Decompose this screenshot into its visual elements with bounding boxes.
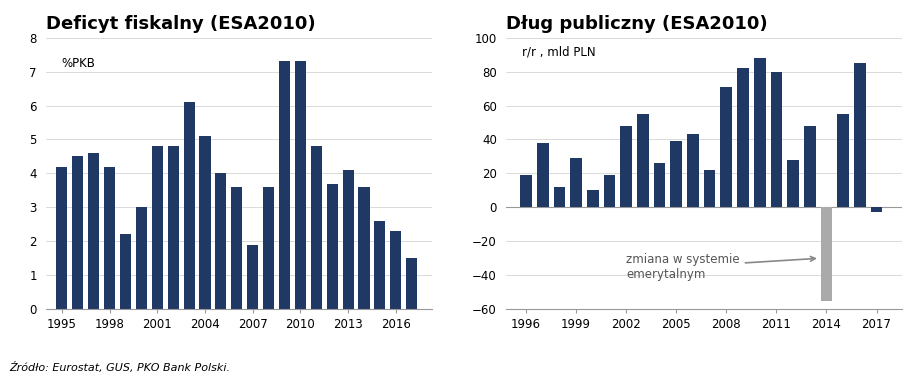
Bar — [215, 173, 226, 309]
Bar — [104, 167, 115, 309]
Bar — [753, 58, 765, 207]
Bar — [342, 170, 353, 309]
Bar — [820, 207, 832, 301]
Bar — [56, 167, 67, 309]
Bar — [73, 156, 84, 309]
Bar — [686, 135, 698, 207]
Bar — [803, 126, 815, 207]
Bar — [119, 234, 130, 309]
Bar — [184, 102, 195, 309]
Bar — [519, 175, 531, 207]
Bar — [231, 187, 242, 309]
Bar — [374, 221, 385, 309]
Bar — [553, 187, 564, 207]
Text: Źródło: Eurostat, GUS, PKO Bank Polski.: Źródło: Eurostat, GUS, PKO Bank Polski. — [9, 362, 230, 373]
Bar — [636, 114, 648, 207]
Bar — [326, 184, 337, 309]
Bar — [263, 187, 274, 309]
Bar — [836, 114, 848, 207]
Bar — [167, 146, 178, 309]
Bar — [405, 258, 417, 309]
Text: r/r , mld PLN: r/r , mld PLN — [521, 46, 595, 59]
Bar — [570, 158, 582, 207]
Bar — [247, 245, 258, 309]
Text: Dług publiczny (ESA2010): Dług publiczny (ESA2010) — [505, 15, 766, 34]
Bar — [390, 231, 401, 309]
Bar — [670, 141, 681, 207]
Bar — [152, 146, 163, 309]
Bar — [770, 72, 781, 207]
Bar — [537, 143, 548, 207]
Bar — [358, 187, 369, 309]
Text: Deficyt fiskalny (ESA2010): Deficyt fiskalny (ESA2010) — [46, 15, 315, 34]
Bar — [736, 68, 748, 207]
Bar — [199, 136, 210, 309]
Bar — [586, 190, 598, 207]
Bar — [869, 207, 881, 213]
Bar — [703, 170, 715, 207]
Bar — [619, 126, 631, 207]
Bar — [136, 207, 147, 309]
Bar — [720, 87, 732, 207]
Bar — [653, 163, 664, 207]
Text: %PKB: %PKB — [62, 57, 96, 70]
Bar — [787, 160, 798, 207]
Bar — [278, 61, 289, 309]
Bar — [88, 153, 99, 309]
Bar — [311, 146, 322, 309]
Bar — [603, 175, 615, 207]
Text: zmiana w systemie
emerytalnym: zmiana w systemie emerytalnym — [626, 253, 814, 281]
Bar — [853, 63, 865, 207]
Bar — [294, 61, 306, 309]
